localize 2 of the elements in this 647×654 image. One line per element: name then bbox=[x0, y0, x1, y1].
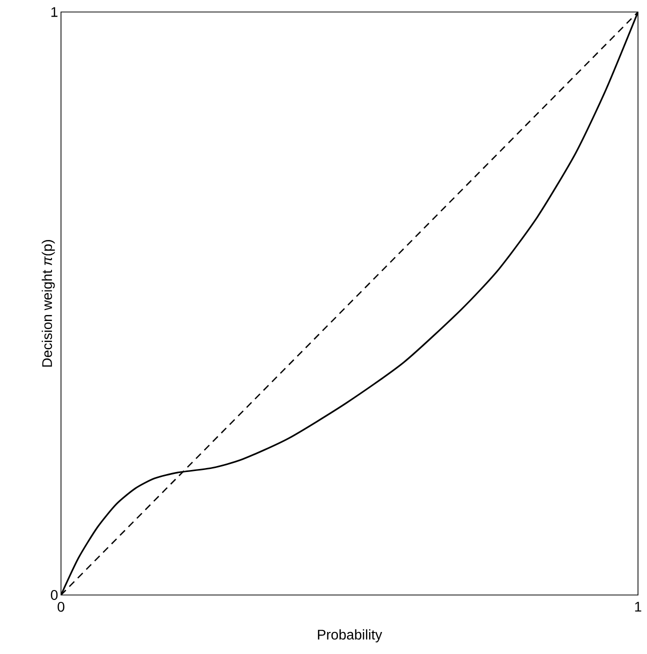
x-axis-title: Probability bbox=[318, 629, 382, 642]
y-axis-title: Decision weight π(p) bbox=[42, 240, 55, 367]
